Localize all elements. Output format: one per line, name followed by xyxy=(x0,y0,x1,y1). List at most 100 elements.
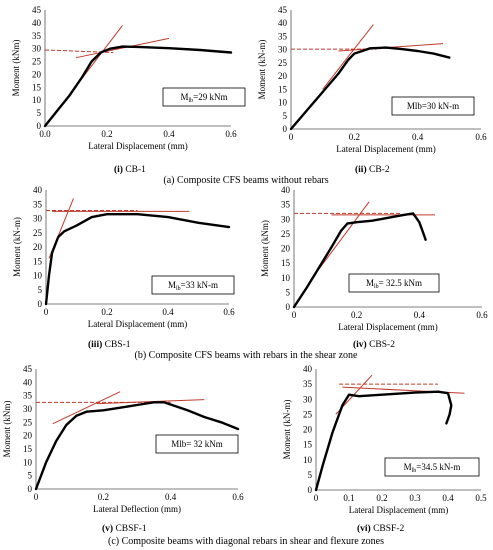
y-tick-label: 35 xyxy=(303,379,313,389)
x-tick-label: 0.4 xyxy=(162,307,174,317)
y-tick-label: 45 xyxy=(32,5,42,15)
chart-cbs-1: 0 5 10 15 20 25 30 35 40 0 0.2 0.4 0.6 Lateral Displa… xyxy=(12,185,235,350)
annotation-box xyxy=(151,275,235,295)
y-tick-label: 40 xyxy=(281,185,291,195)
y-tick-label: 40 xyxy=(23,377,33,387)
y-tick-label: 5 xyxy=(38,285,43,295)
y-tick-label: 15 xyxy=(32,82,42,92)
y-tick-label: 15 xyxy=(303,440,313,450)
x-tick-label: 0.2 xyxy=(101,307,112,317)
annotation-box xyxy=(162,87,246,107)
x-tick-label: 0 xyxy=(44,307,49,317)
y-tick-label: 20 xyxy=(32,69,42,79)
annotation-box xyxy=(155,434,239,454)
y-tick-label: 30 xyxy=(278,45,288,55)
x-axis-label: Lateral Displacement (mm) xyxy=(88,141,187,151)
y-tick-label: 10 xyxy=(23,457,33,467)
chart-cb-1: 0 5 10 15 20 25 30 35 40 45 0.0 0.2 0.4 0.6 Lateral Di… xyxy=(11,5,246,175)
y-tick-label: 15 xyxy=(33,256,43,266)
y-tick-label: 15 xyxy=(278,84,288,94)
row-caption-b: (b) Composite CFS beams with rebars in t… xyxy=(134,350,358,361)
y-tick-label: 10 xyxy=(33,271,43,281)
tangent-line xyxy=(318,201,370,270)
x-tick-label: 0.6 xyxy=(475,132,487,142)
y-axis-label: Moment (kN-m) xyxy=(282,400,292,460)
moment-curve xyxy=(314,390,453,492)
y-tick-label: 20 xyxy=(303,425,313,435)
y-tick-label: 45 xyxy=(23,364,33,374)
panel-caption: (i) CB-1 xyxy=(114,164,146,175)
annotation-label: Mlb=30 kN-m xyxy=(407,101,459,111)
y-tick-label: 40 xyxy=(33,185,43,195)
y-tick-label: 20 xyxy=(23,431,33,441)
moment-curve xyxy=(34,401,240,491)
y-tick-label: 10 xyxy=(281,273,291,283)
y-tick-label: 20 xyxy=(33,242,43,252)
x-tick-label: 0.6 xyxy=(225,129,237,139)
x-axis-label: Lateral Deflection (mm) xyxy=(93,504,181,514)
y-tick-label: 0 xyxy=(283,124,288,134)
x-tick-label: 0.4 xyxy=(165,492,177,502)
y-tick-label: 0 xyxy=(286,302,291,312)
x-tick-label: 0.5 xyxy=(475,493,487,503)
x-tick-label: 0.2 xyxy=(351,310,362,320)
y-tick-label: 20 xyxy=(278,71,288,81)
y-tick-label: 35 xyxy=(278,31,288,41)
annotation-label: Mlb=33 kN-m xyxy=(168,280,218,292)
y-tick-label: 5 xyxy=(308,470,313,480)
y-tick-label: 35 xyxy=(281,200,291,210)
x-axis-label: Lateral Displacement (mm) xyxy=(336,144,435,154)
row-caption-a: (a) Composite CFS beams without rebars xyxy=(163,175,328,186)
y-tick-label: 10 xyxy=(303,455,313,465)
x-tick-label: 0.1 xyxy=(343,493,354,503)
annotation-label: Mlb=29 kNm xyxy=(180,92,227,104)
x-tick-label: 0.2 xyxy=(98,492,109,502)
x-tick-label: 0.0 xyxy=(39,129,51,139)
chart-cbsf-1: 0 5 10 15 20 25 30 35 40 45 0 0.2 0.4 0.6 Lateral Defl… xyxy=(2,364,244,534)
y-tick-label: 0 xyxy=(308,485,313,495)
x-axis-label: Lateral Displacement (mm) xyxy=(338,322,437,332)
y-tick-label: 30 xyxy=(32,44,42,54)
y-tick-label: 25 xyxy=(303,409,313,419)
moment-curve xyxy=(43,45,233,128)
y-tick-label: 0 xyxy=(38,299,43,309)
x-tick-label: 0.2 xyxy=(101,129,112,139)
row-caption-c: (c) Composite beams with diagonal rebars… xyxy=(108,536,384,547)
y-tick-label: 25 xyxy=(32,57,42,67)
annotation-box xyxy=(391,96,475,116)
y-tick-label: 30 xyxy=(23,404,33,414)
x-tick-label: 0.2 xyxy=(376,493,387,503)
y-axis-label: Moment (kNm) xyxy=(260,220,270,277)
annotation-box xyxy=(384,457,480,477)
y-tick-label: 25 xyxy=(278,58,288,68)
y-tick-label: 40 xyxy=(278,18,288,28)
annotation-label: Mlb= 32.5 kNm xyxy=(366,278,422,290)
x-tick-label: 0 xyxy=(314,493,319,503)
x-tick-label: 0 xyxy=(292,310,297,320)
y-tick-label: 40 xyxy=(303,364,313,374)
x-tick-label: 0 xyxy=(289,132,294,142)
moment-curve xyxy=(292,212,427,309)
y-tick-label: 45 xyxy=(278,5,288,15)
y-tick-label: 5 xyxy=(37,108,42,118)
y-axis-label: Moment (kNm) xyxy=(2,401,12,458)
y-tick-label: 35 xyxy=(33,199,43,209)
y-tick-label: 20 xyxy=(281,244,291,254)
y-tick-label: 30 xyxy=(303,394,313,404)
y-tick-label: 25 xyxy=(23,417,33,427)
x-tick-label: 0.3 xyxy=(409,493,421,503)
y-tick-label: 0 xyxy=(28,484,33,494)
x-tick-label: 0 xyxy=(34,492,39,502)
x-tick-label: 0.4 xyxy=(442,493,454,503)
y-axis-label: Moment (kNm) xyxy=(11,40,21,97)
tangent-line xyxy=(322,24,374,90)
y-tick-label: 30 xyxy=(33,214,43,224)
x-tick-label: 0.4 xyxy=(412,132,424,142)
y-tick-label: 5 xyxy=(28,471,33,481)
y-tick-label: 5 xyxy=(286,287,291,297)
y-tick-label: 15 xyxy=(281,258,291,268)
x-tick-label: 0.2 xyxy=(349,132,360,142)
x-tick-label: 0.6 xyxy=(232,492,244,502)
moment-curve xyxy=(289,46,451,131)
